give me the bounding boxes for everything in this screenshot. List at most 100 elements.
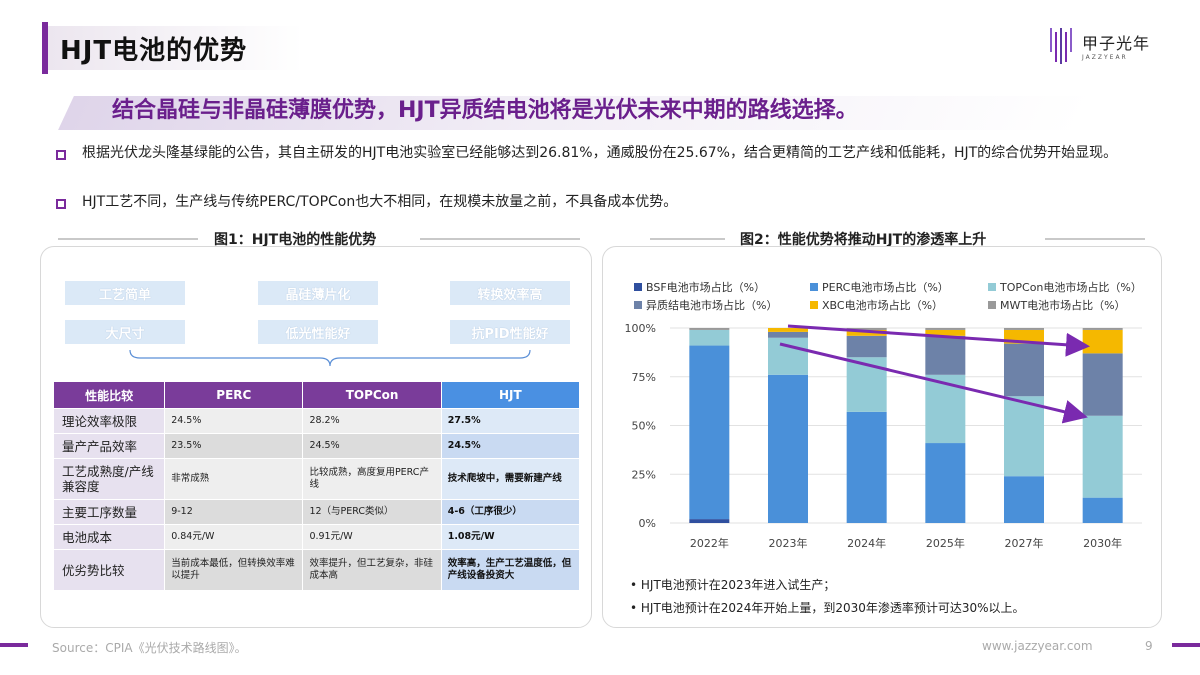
legend-item: MWT电池市场占比（%） [988, 297, 1126, 313]
legend-label: BSF电池市场占比（%） [646, 281, 766, 294]
logo-mark-icon [1050, 28, 1072, 64]
bar-segment [768, 374, 808, 523]
table-cell: 24.5% [303, 434, 441, 458]
row-label: 电池成本 [54, 525, 165, 549]
chart-note-2: • HJT电池预计在2024年开始上量，到2030年渗透率预计可达30%以上。 [630, 601, 1025, 615]
table-cell: 比较成熟，高度复用PERC产线 [303, 459, 441, 499]
bar-segment [1004, 328, 1044, 330]
brand-logo: 甲子光年 JAZZYEAR [1048, 26, 1163, 74]
bar-segment [925, 374, 966, 444]
bullet-text-1: 根据光伏龙头隆基绿能的公告，其自主研发的HJT电池实验室已经能够达到26.81%… [82, 145, 1118, 161]
trend-arrow-xbc [787, 324, 1090, 357]
fig2-title: 图2：性能优势将推动HJT的渗透率上升 [740, 232, 987, 248]
legend-swatch [988, 283, 996, 291]
x-tick-label: 2022年 [690, 536, 729, 550]
legend-item: BSF电池市场占比（%） [634, 279, 765, 295]
bar-segment [1082, 497, 1123, 523]
bar-segment [846, 411, 887, 523]
website-link[interactable]: www.jazzyear.com [982, 639, 1093, 653]
row-label: 工艺成熟度/产线兼容度 [54, 459, 165, 499]
table-header: PERC [165, 382, 303, 408]
legend-item: XBC电池市场占比（%） [810, 297, 943, 313]
bar-segment [689, 519, 730, 523]
legend-label: XBC电池市场占比（%） [822, 299, 944, 312]
table-cell-hjt: 技术爬坡中，需要新建产线 [441, 459, 579, 499]
legend-label: MWT电池市场占比（%） [1000, 299, 1126, 312]
legend-swatch [988, 301, 996, 309]
y-tick-label: 25% [632, 468, 656, 481]
x-tick-label: 2024年 [847, 536, 886, 550]
bar-segment [1082, 353, 1123, 416]
table-cell-hjt: 4-6（工序很少） [441, 500, 579, 524]
table-cell: 0.91元/W [303, 525, 441, 549]
advantage-tag: 工艺简单 [65, 281, 185, 305]
bar-segment [846, 328, 887, 330]
table-row: 电池成本 0.84元/W 0.91元/W 1.08元/W [54, 525, 579, 549]
bar-segment [846, 335, 887, 358]
title-background [48, 26, 303, 70]
table-cell-hjt: 24.5% [441, 434, 579, 458]
table-row: 量产产品效率 23.5% 24.5% 24.5% [54, 434, 579, 458]
bar-segment [846, 329, 887, 336]
chart-note-1: • HJT电池预计在2023年进入试生产； [630, 578, 836, 592]
table-header: HJT [441, 382, 579, 408]
table-cell: 非常成熟 [165, 459, 303, 499]
table-cell-hjt: 效率高，生产工艺温度低，但产线设备投资大 [441, 550, 579, 590]
bullet-marker-2 [56, 199, 66, 209]
table-cell: 23.5% [165, 434, 303, 458]
row-label: 量产产品效率 [54, 434, 165, 458]
page-number: 9 [1145, 639, 1153, 653]
row-label: 理论效率极限 [54, 409, 165, 433]
footer-accent-right [1172, 643, 1200, 647]
title-accent-bar [42, 22, 48, 74]
bar-segment [925, 328, 966, 330]
logo-text-cn: 甲子光年 [1082, 34, 1151, 53]
bar-segment [925, 335, 966, 375]
x-tick-label: 2027年 [1005, 536, 1044, 550]
bullet-marker-1 [56, 150, 66, 160]
stacked-bar-chart: 0% 25% 50% 75% 100% 2022年 2023年 2024年 2025年 2027年… [625, 322, 1142, 550]
footer-accent-left [0, 643, 28, 647]
bar-segment [1004, 476, 1044, 523]
row-label: 优劣势比较 [54, 550, 165, 590]
table-cell-hjt: 27.5% [441, 409, 579, 433]
bar-segment [1004, 343, 1044, 397]
table-cell: 24.5% [165, 409, 303, 433]
advantage-tag: 晶硅薄片化 [258, 281, 378, 305]
table-header: 性能比较 [54, 382, 165, 408]
bullet-text-2: HJT工艺不同，生产线与传统PERC/TOPCon也大不相同，在规模未放量之前，… [82, 194, 678, 210]
legend-swatch [634, 301, 642, 309]
legend-label: 异质结电池市场占比（%） [646, 299, 778, 312]
table-cell: 效率提升，但工艺复杂，非硅成本高 [303, 550, 441, 590]
trend-arrow-hjt [779, 342, 1088, 424]
y-tick-label: 100% [625, 322, 656, 335]
legend-swatch [810, 283, 818, 291]
fig1-title-line-right [420, 238, 580, 240]
table-cell: 当前成本最低，但转换效率难以提升 [165, 550, 303, 590]
table-cell: 12（与PERC类似） [303, 500, 441, 524]
bar-segment [1082, 415, 1123, 498]
legend-item: TOPCon电池市场占比（%） [988, 279, 1142, 295]
fig1-title: 图1：HJT电池的性能优势 [214, 232, 377, 248]
logo-text-en: JAZZYEAR [1082, 54, 1128, 61]
table-cell: 0.84元/W [165, 525, 303, 549]
bar-segment [689, 328, 730, 330]
table-header: TOPCon [303, 382, 441, 408]
comparison-table: 性能比较 PERC TOPCon HJT 理论效率极限 24.5% 28.2% … [53, 381, 580, 591]
chart-legend: BSF电池市场占比（%） PERC电池市场占比（%） TOPCon电池市场占比（%）… [634, 279, 1154, 315]
table-row: 优劣势比较 当前成本最低，但转换效率难以提升 效率提升，但工艺复杂，非硅成本高 … [54, 550, 579, 590]
row-label: 主要工序数量 [54, 500, 165, 524]
advantage-tag: 大尺寸 [65, 320, 185, 344]
advantage-tag: 转换效率高 [450, 281, 570, 305]
legend-item: PERC电池市场占比（%） [810, 279, 949, 295]
x-tick-label: 2030年 [1083, 536, 1122, 550]
legend-swatch [634, 283, 642, 291]
bar-segment [689, 345, 730, 520]
bar-segment [689, 329, 730, 346]
table-cell: 28.2% [303, 409, 441, 433]
x-tick-label: 2023年 [769, 536, 808, 550]
table-cell: 9-12 [165, 500, 303, 524]
page-title: HJT电池的优势 [60, 36, 248, 66]
advantage-tag: 低光性能好 [258, 320, 378, 344]
legend-label: TOPCon电池市场占比（%） [1000, 281, 1142, 294]
